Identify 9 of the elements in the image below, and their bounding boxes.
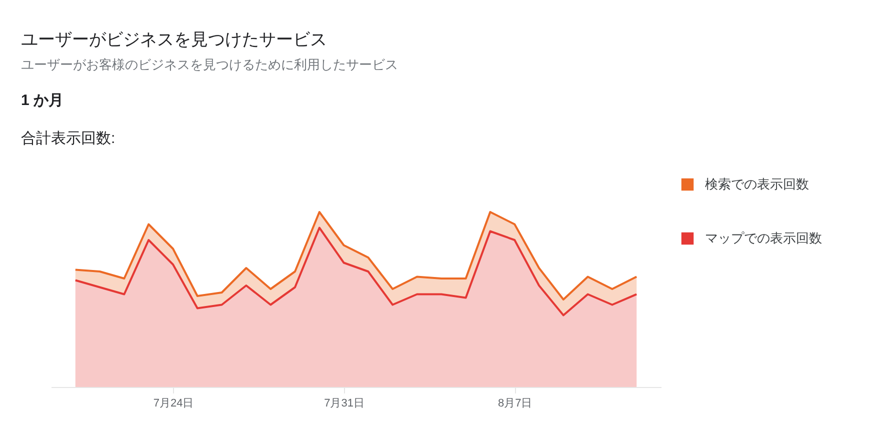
chart-subtitle: ユーザーがお客様のビジネスを見つけるために利用したサービス bbox=[21, 57, 398, 72]
text: 合計表示回数: bbox=[21, 130, 116, 147]
x-tick-label: 8月7日 bbox=[498, 398, 532, 410]
chart-title: ユーザーがビジネスを見つけたサービス bbox=[21, 30, 327, 49]
text: 1 か月 bbox=[21, 92, 64, 109]
legend-label: 検索での表示回数 bbox=[705, 176, 809, 192]
x-tick-label: 7月31日 bbox=[324, 398, 364, 410]
x-tick-label: 7月24日 bbox=[153, 398, 194, 410]
legend-label: マップでの表示回数 bbox=[705, 230, 822, 246]
